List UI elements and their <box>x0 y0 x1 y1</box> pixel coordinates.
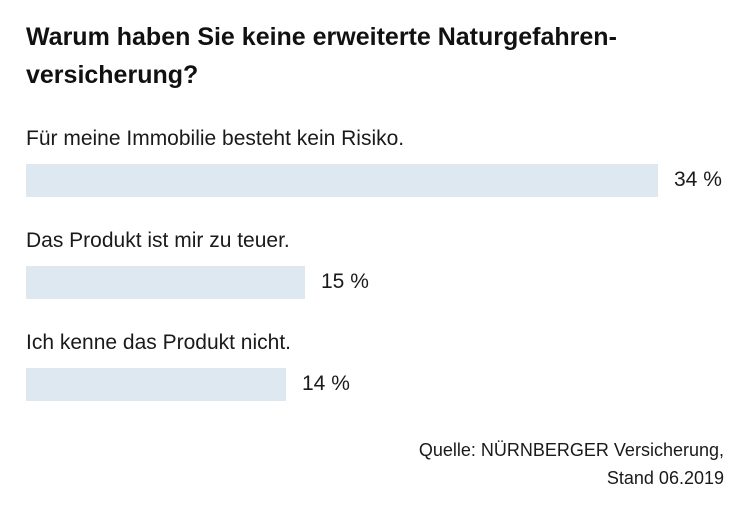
bar <box>26 266 305 299</box>
value-label: 34 % <box>674 168 722 191</box>
source-note: Quelle: NÜRNBERGER Versicherung, Stand 0… <box>419 436 724 492</box>
value-label: 14 % <box>302 372 350 395</box>
category-label: Ich kenne das Produkt nicht. <box>26 331 291 354</box>
category-label: Das Produkt ist mir zu teuer. <box>26 229 290 252</box>
source-line-1: Quelle: NÜRNBERGER Versicherung, <box>418 440 724 460</box>
chart-title: Warum haben Sie keine erweiterte Naturge… <box>26 23 617 89</box>
value-label: 15 % <box>321 270 369 293</box>
bar-chart: Für meine Immobilie besteht kein Risiko.… <box>26 127 722 401</box>
bar <box>26 164 658 197</box>
source-line-2: Stand 06.2019 <box>606 468 724 488</box>
bar <box>26 368 286 401</box>
category-label: Für meine Immobilie besteht kein Risiko. <box>26 127 405 150</box>
